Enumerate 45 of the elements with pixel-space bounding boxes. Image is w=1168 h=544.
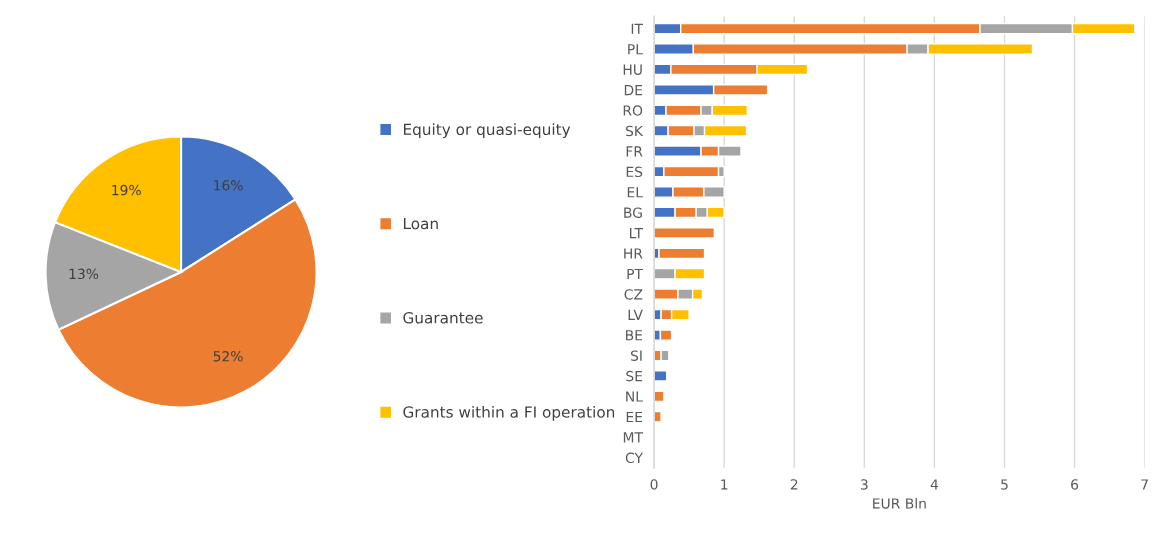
legend-label: Guarantee: [403, 311, 483, 324]
y-tick-label: SE: [626, 370, 643, 382]
data-label: 52%: [213, 351, 243, 362]
y-tick-label: EE: [626, 411, 643, 423]
y-tick-label: HU: [623, 64, 642, 75]
y-tick-label: LT: [630, 228, 644, 239]
bar: [654, 410, 662, 423]
y-tick-label: PL: [628, 44, 643, 55]
y-tick-label: EL: [627, 187, 643, 198]
x-tick-label: 4: [930, 479, 939, 490]
y-tick-label: BE: [626, 330, 643, 341]
bar: [654, 390, 665, 403]
data-label: 13%: [69, 268, 99, 280]
bar: [658, 247, 706, 260]
x-tick-label: 2: [790, 479, 798, 490]
data-label: 16%: [214, 180, 243, 191]
x-tick-label: 3: [860, 479, 868, 490]
y-tick-label: SI: [630, 350, 642, 361]
bar: [659, 329, 673, 341]
y-tick-label: MT: [623, 432, 644, 443]
y-tick-label: LV: [628, 309, 643, 320]
y-tick-label: RO: [623, 105, 643, 116]
legend-label: Loan: [403, 217, 438, 230]
y-tick-label: ES: [626, 166, 643, 178]
y-tick-label: CY: [625, 452, 643, 464]
y-tick-label: BG: [624, 207, 642, 218]
y-tick-label: FR: [626, 146, 643, 157]
legend-label: Equity or quasi-equity: [403, 123, 571, 139]
x-tick-label: 0: [650, 479, 658, 490]
x-tick-label: 1: [721, 479, 728, 490]
x-tick-label: 6: [1071, 479, 1079, 490]
x-axis-title: EUR Bln: [873, 497, 926, 509]
y-tick-label: CZ: [624, 289, 643, 300]
y-tick-label: IT: [631, 23, 644, 34]
y-tick-label: DE: [624, 85, 643, 96]
y-tick-label: NL: [626, 391, 643, 402]
data-label: 19%: [112, 184, 141, 196]
bar: [654, 227, 716, 239]
y-tick-label: PT: [627, 268, 644, 280]
x-tick-label: 5: [1001, 479, 1008, 490]
y-tick-label: HR: [624, 248, 643, 259]
legend-label: Grants within a FI operation: [403, 405, 615, 421]
bar: [654, 370, 668, 382]
x-tick-label: 7: [1141, 479, 1148, 490]
y-tick-label: SK: [625, 125, 644, 137]
